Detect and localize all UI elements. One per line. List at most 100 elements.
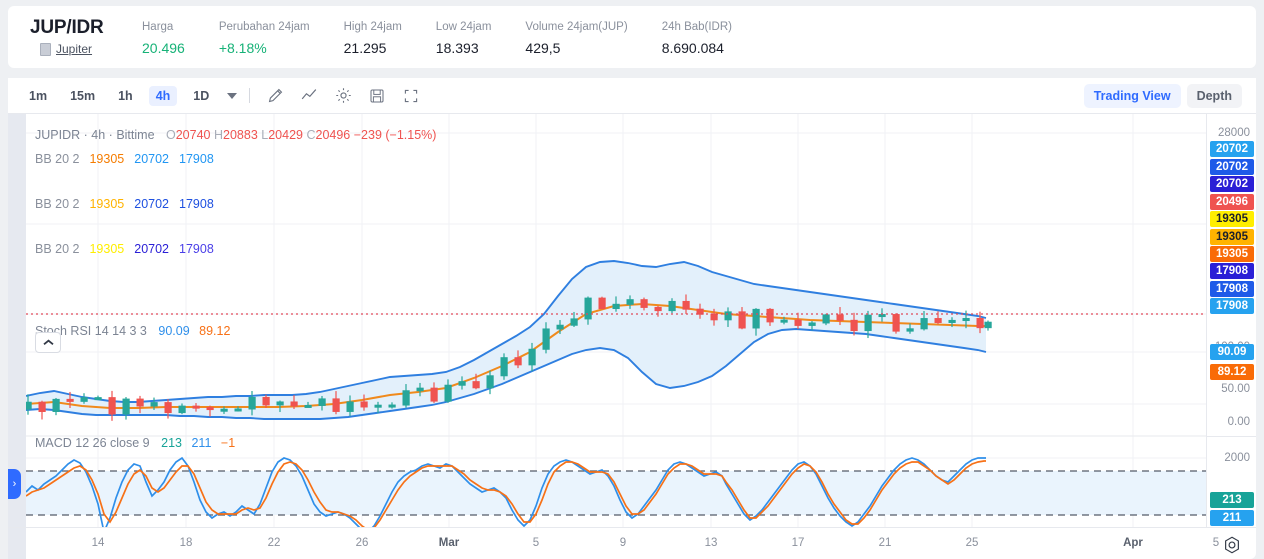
price-axis[interactable]: 28000100.0050.000.0020002070220702207022… [1206,114,1256,553]
time-axis-label: 5 [532,537,540,549]
stat-label: Low 24jam [435,20,492,33]
stoch-band-fill [26,471,1206,515]
bb-upper [26,260,987,403]
collapse-legend-button[interactable] [35,332,61,353]
view-tab-trading-view[interactable]: Trading View [1083,83,1181,108]
stat-label: Harga [142,20,174,33]
chevron-down-icon[interactable] [227,92,238,99]
left-gutter [8,114,26,553]
price-axis-badge: 17908 [1210,298,1254,314]
ticker-header: JUP/IDR Jupiter Harga 20.496 Perubahan 24j… [8,6,1256,68]
stat-label: High 24jam [343,20,402,33]
stat-value: 21.295 [343,39,387,56]
timeframe-15m[interactable]: 15m [70,88,96,103]
macd-axis-tick: 2000 [1224,452,1250,464]
stat-value: +8.18% [218,39,267,56]
timeframe-4h[interactable]: 4h [148,85,178,106]
stat-label: 24h Bab(IDR) [661,20,732,33]
stoch-axis-tick: 50.00 [1221,383,1250,395]
price-axis-badge: 17908 [1210,281,1254,297]
price-axis-badge: 20702 [1210,176,1254,192]
view-switcher: Trading View Depth [1078,83,1242,108]
coin-icon [40,42,51,56]
time-axis-label: 25 [965,537,979,549]
stoch-rsi-pane [25,456,1206,535]
time-axis-label: 22 [267,537,281,549]
market-stat: Harga 20.496 [142,19,185,56]
stoch-axis-badge: 89.12 [1210,364,1254,380]
price-axis-badge: 17908 [1210,263,1254,279]
chevron-up-icon [42,339,54,346]
chart-plot[interactable]: JUPIDR · 4h · Bittime O20740 H20883 L204… [24,114,1206,553]
bollinger-legend-row: BB 20 2 19305 20702 17908 [35,152,214,166]
coin-link[interactable]: Jupiter [30,42,142,56]
line-chart-icon[interactable] [296,84,322,108]
bb-legend-name: BB 20 2 [35,152,80,166]
stat-value: 20.496 [142,39,185,56]
stat-label: Perubahan 24jam [218,20,310,33]
fullscreen-icon[interactable] [398,84,424,108]
price-axis-badge: 20496 [1210,194,1254,210]
time-axis-label: 13 [704,537,718,549]
macd-axis-badge: 211 [1210,510,1254,526]
stoch-k-line [25,456,986,535]
market-stat: Perubahan 24jam +8.18% [219,19,310,56]
timeframe-1h[interactable]: 1h [118,88,133,103]
price-axis-badge: 20702 [1210,141,1254,157]
sidebar-toggle[interactable]: › [8,469,21,499]
time-axis[interactable]: 14 18 22 26 Mar 5 9 13 17 21 25 Apr 5 [8,527,1256,559]
market-stat: Volume 24jam(JUP) 429,5 [525,19,627,56]
price-axis-badge: 20702 [1210,159,1254,175]
stat-value: 18.393 [435,39,479,56]
bb-lower-value: 17908 [179,152,214,166]
save-icon[interactable] [364,84,390,108]
bollinger-legend-group: BB 20 2 19305 20702 17908 BB 20 2 19305 20702 1… [35,145,214,256]
market-stats: Harga 20.496 Perubahan 24jam +8.18% High 24j… [142,19,766,56]
time-axis-gutter [8,528,26,559]
toolbar-divider [249,88,251,103]
bb-fill [26,261,986,419]
timeframe-group: 1m 15m 1h 4h 1D [22,85,225,106]
chevron-right-icon: › [12,478,17,490]
bollinger-bands [26,260,987,420]
bb-basis-value: 19305 [89,152,125,166]
stat-value: 8.690.084 [661,39,724,56]
chart-toolbar: 1m 15m 1h 4h 1D Trading View Depth [8,78,1256,114]
pencil-icon[interactable] [262,84,288,108]
time-axis-label: 17 [791,537,805,549]
price-axis-badge: 19305 [1210,211,1254,227]
time-axis-label: 21 [878,537,892,549]
gear-icon[interactable] [330,84,356,108]
timeframe-1m[interactable]: 1m [29,88,48,103]
macd-axis-badge: 213 [1210,492,1254,508]
price-axis-badge: 19305 [1210,229,1254,245]
time-axis-label: 18 [179,537,193,549]
timeframe-1D[interactable]: 1D [193,88,210,103]
time-axis-label: Mar [438,537,460,549]
market-stat: 24h Bab(IDR) 8.690.084 [662,19,732,56]
view-tab-depth[interactable]: Depth [1186,83,1242,108]
pair-block: JUP/IDR Jupiter [30,17,142,57]
settings-gear-icon[interactable] [1222,535,1242,555]
time-axis-label: Apr [1123,537,1143,549]
candlestick-series [24,294,992,421]
time-axis-label: 26 [355,537,369,549]
pair-symbol: JUP/IDR [30,17,104,38]
time-axis-label: 9 [619,537,627,549]
market-stat: Low 24jam 18.393 [436,19,492,56]
stoch-axis-tick: 0.00 [1227,416,1250,428]
stoch-d-line [25,460,986,531]
price-axis-badge: 19305 [1210,246,1254,262]
bb-upper-value: 20702 [134,152,170,166]
price-axis-tick: 28000 [1218,127,1250,139]
stoch-axis-badge: 90.09 [1210,344,1254,360]
coin-name: Jupiter [56,42,93,56]
market-stat: High 24jam 21.295 [344,19,402,56]
time-axis-label: 14 [91,537,105,549]
bb-lower [26,328,987,420]
stat-label: Volume 24jam(JUP) [525,20,628,33]
axis-divider-1 [1206,436,1256,437]
chart-area: › [8,114,1256,553]
stat-value: 429,5 [525,39,561,56]
